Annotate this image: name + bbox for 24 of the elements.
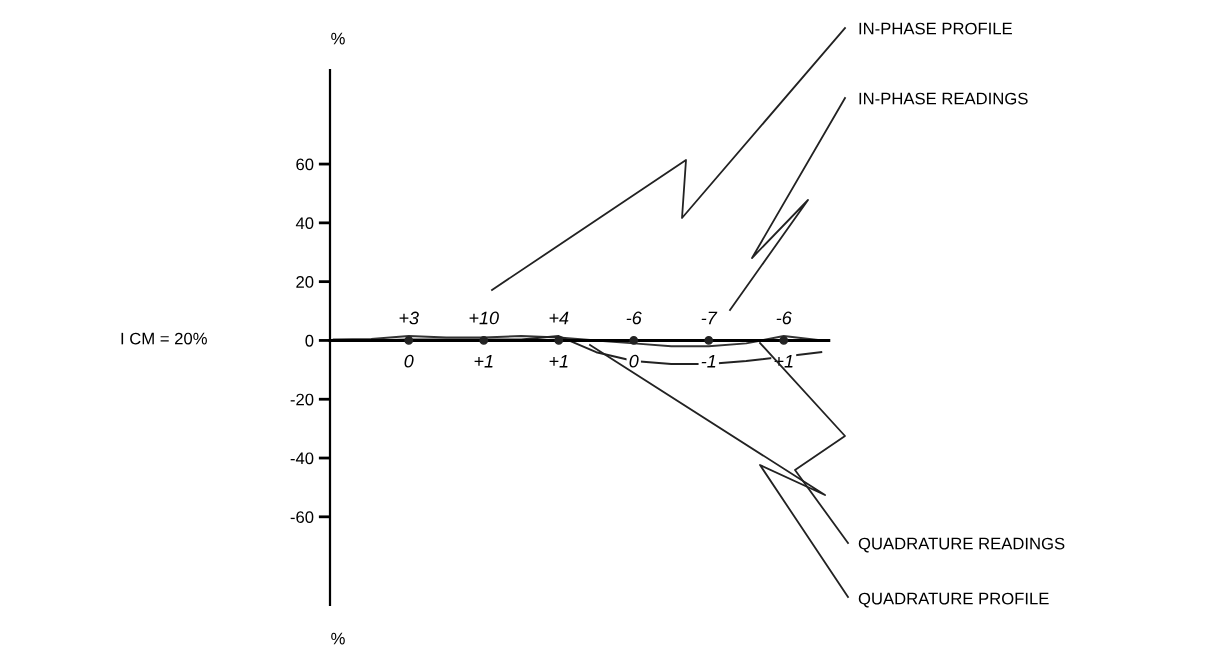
annotation: +10	[469, 311, 499, 325]
y-axis-title: %	[331, 32, 345, 45]
text: QUADRATURE READINGS	[858, 537, 1065, 553]
y-tick-label: 60	[296, 158, 314, 171]
annotation: +4	[549, 311, 569, 325]
y-tick-label: 20	[296, 276, 314, 288]
text: IN-PHASE PROFILE	[859, 22, 1012, 35]
y-tick-label: 40	[295, 217, 314, 230]
text: QUADRATURE PROFILE	[858, 592, 1049, 608]
annotation: -7	[701, 311, 718, 325]
annotation: 0	[404, 354, 414, 368]
annotation: -6	[626, 311, 642, 325]
text: IN-PHASE READINGS	[859, 92, 1028, 105]
annotation: -1	[701, 354, 716, 368]
annotation: +3	[399, 311, 419, 325]
text: %	[331, 632, 345, 645]
annotation: +1	[474, 354, 493, 368]
y-tick-label: -20	[290, 393, 314, 406]
annotation: +1	[549, 354, 568, 368]
y-tick-label: -60	[290, 511, 314, 524]
annotation: -6	[776, 311, 792, 325]
y-tick-label: 0	[305, 334, 314, 347]
y-tick-label: -40	[290, 452, 314, 465]
text: I CM = 20%	[121, 332, 207, 345]
